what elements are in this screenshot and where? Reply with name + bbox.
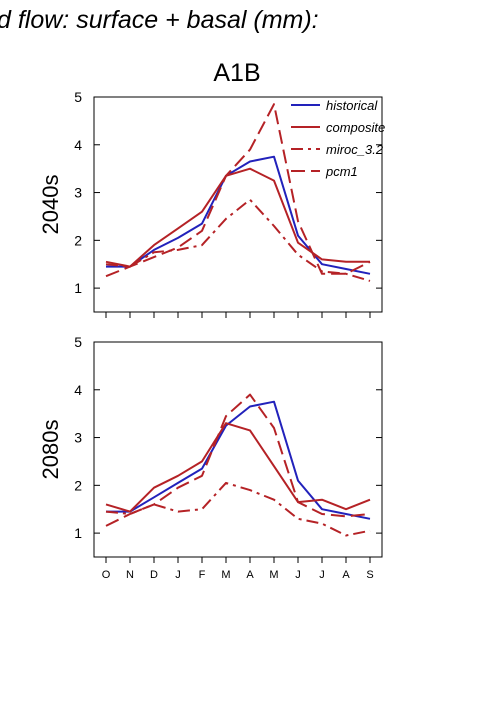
x-tick-label: M <box>221 569 230 581</box>
plot-frame <box>93 341 383 558</box>
x-tick-label: J <box>295 569 301 581</box>
figure-title: A1B <box>213 59 260 87</box>
x-tick-label: M <box>269 569 278 581</box>
x-tick-label: N <box>126 569 134 581</box>
panel-2040s: 1 2 3 4 5 2040s historical composite miroc_3.2pc… <box>38 89 385 318</box>
x-tick-label: A <box>246 569 254 581</box>
y-tick-label: 2 <box>74 232 82 248</box>
y-tick-label: 4 <box>74 382 82 398</box>
panel-label: 2040s <box>38 175 63 235</box>
panels: 1 2 3 4 5 2040s historical composite miroc_3.2pc… <box>38 89 385 581</box>
y-tick-label: 3 <box>74 430 82 446</box>
plot-frame <box>93 96 383 313</box>
legend-label: miroc_3.2 <box>326 142 384 157</box>
series-line-historical <box>106 400 371 520</box>
y-tick-label: 2 <box>74 477 82 493</box>
series-line-miroc_3.2 <box>105 481 371 537</box>
y-tick-label: 5 <box>74 89 82 105</box>
x-tick-label: J <box>175 569 181 581</box>
series-line-miroc_3.2 <box>105 198 371 282</box>
series-line-composite <box>105 422 371 513</box>
panel-2080s: 1 2 3 4 5 O N D J F M A M J J A S 2080s <box>38 334 383 581</box>
x-tick-label: A <box>342 569 350 581</box>
legend-label: historical <box>326 98 378 113</box>
series-line-historical <box>106 155 371 275</box>
y-tick-label: 5 <box>74 334 82 350</box>
page-header: d flow: surface + basal (mm): <box>0 6 319 34</box>
x-tick-label: D <box>150 569 158 581</box>
series-line-pcm1 <box>105 393 371 527</box>
x-tick-label: F <box>199 569 206 581</box>
x-tick-label: S <box>366 569 373 581</box>
y-tick-label: 4 <box>74 137 82 153</box>
legend-label: composite <box>326 120 385 135</box>
series-line-composite <box>105 167 370 268</box>
y-tick-label: 1 <box>74 525 82 541</box>
series-line-pcm1 <box>105 103 371 278</box>
y-tick-label: 3 <box>74 185 82 201</box>
y-tick-label: 1 <box>74 280 82 296</box>
x-tick-label: O <box>102 569 111 581</box>
panel-label: 2080s <box>38 420 63 480</box>
x-tick-label: J <box>319 569 325 581</box>
legend-label: pcm1 <box>325 164 358 179</box>
legend: historical composite miroc_3.2 pcm1 <box>291 98 385 179</box>
